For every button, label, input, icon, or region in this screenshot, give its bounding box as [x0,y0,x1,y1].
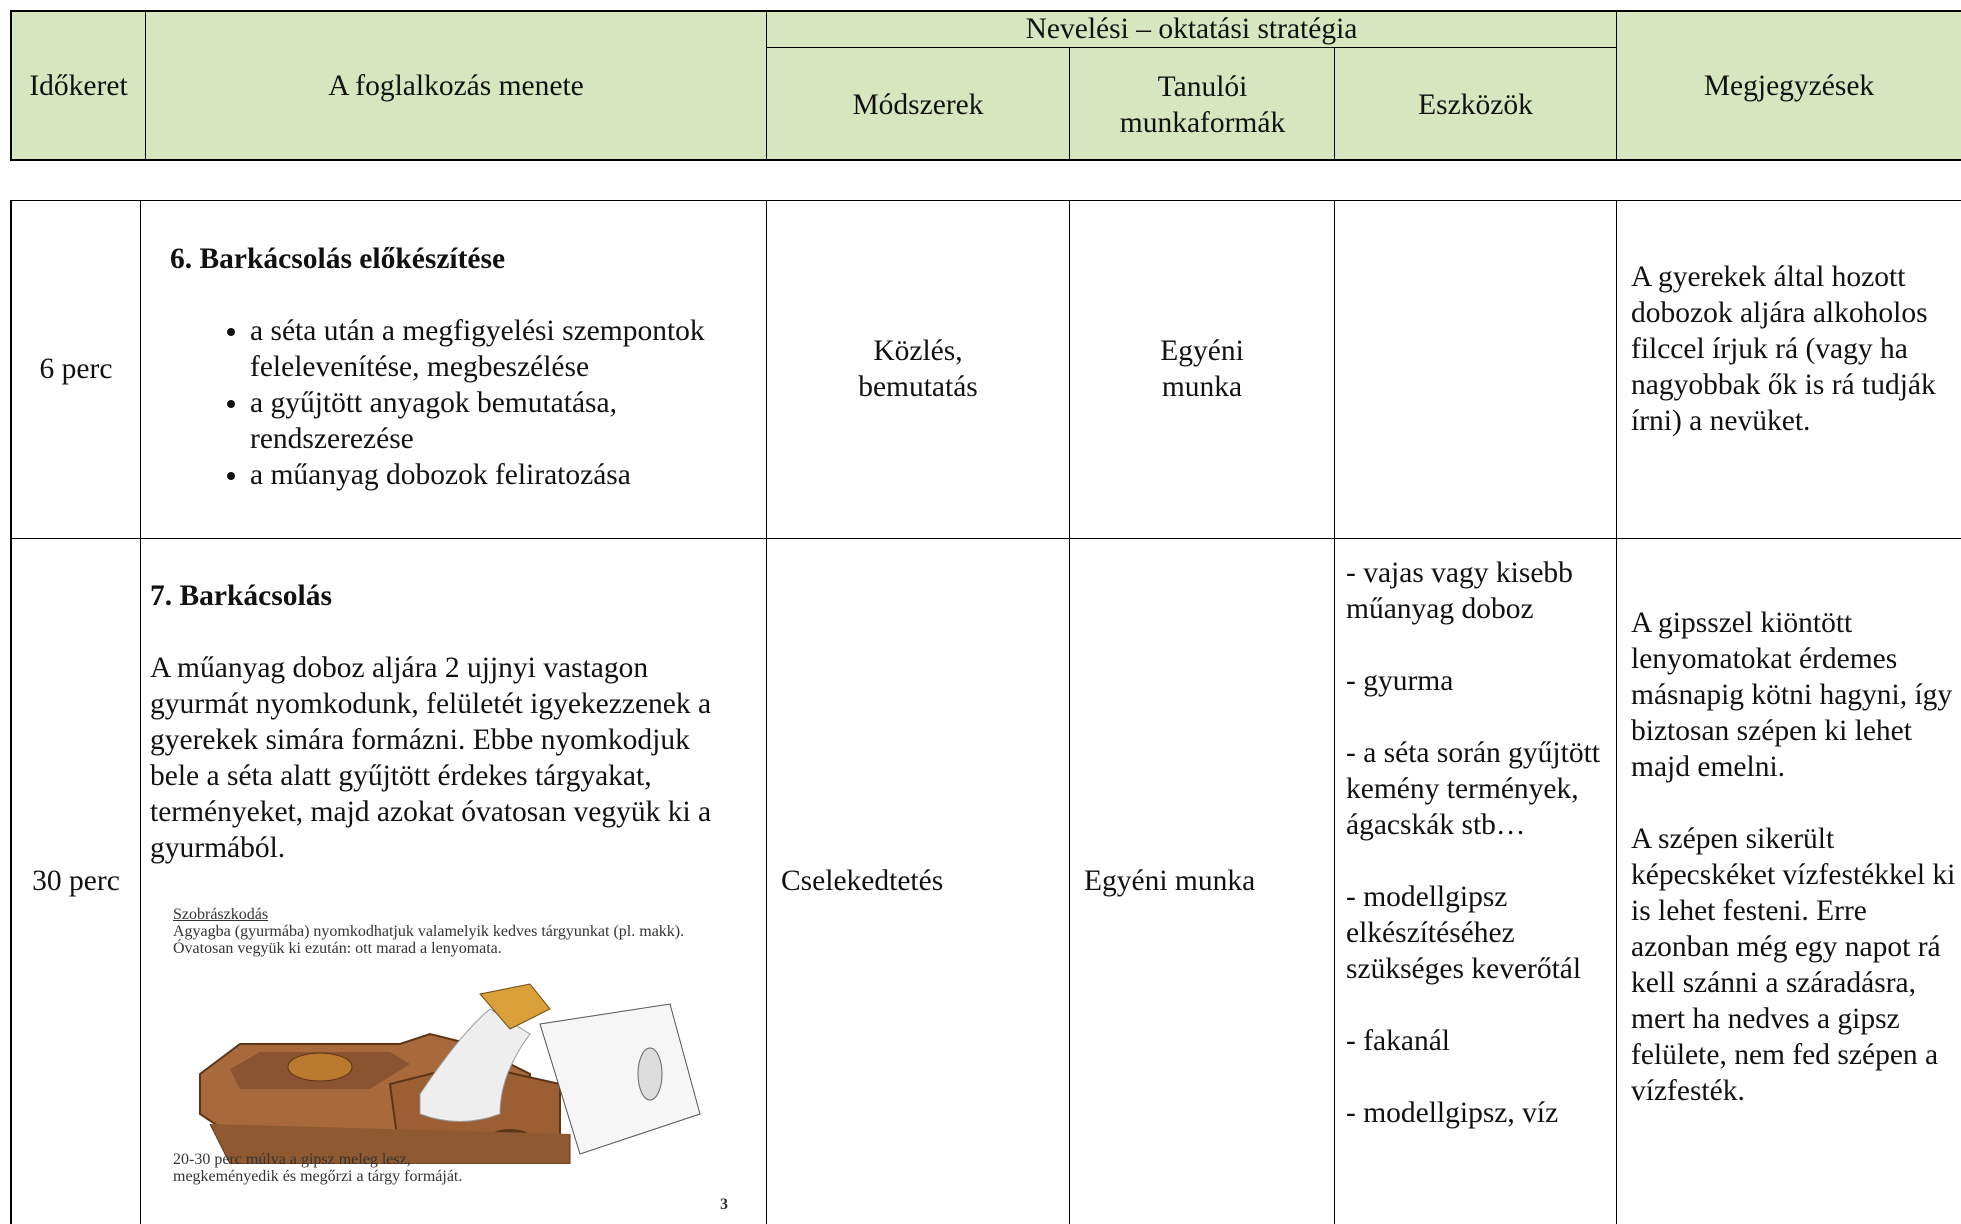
notes: A gyerekek által hozott dobozok aljára a… [1631,259,1951,475]
bullet-item: a műanyag dobozok feliratozása [250,457,750,493]
figure-caption: Agyagba (gyurmába) nyomkodhatjuk valamel… [173,923,685,957]
header-cell: Tanulói munkaformák [1119,70,1286,139]
work-form: Egyéni munka [1084,538,1255,1224]
step-title: 6. Barkácsolás előkészítése [170,243,506,275]
tools: - vajas vagy kisebb műanyag doboz - gyurm… [1346,555,1611,1167]
note-paragraph: A szépen sikerült képecskéket vízfestékk… [1631,823,1956,1107]
header-cell: Módszerek [852,88,984,121]
note-paragraph: A gipsszel kiöntött lenyomatokat érdemes… [1631,607,1953,783]
tool-item: - modellgipsz elkészítéséhez szükséges k… [1346,881,1582,985]
notes: A gipsszel kiöntött lenyomatokat érdemes… [1631,605,1956,1145]
work-form: Egyéni munka [1070,200,1334,538]
method-text: Közlés, bemutatás [858,335,978,403]
step-title: 7. Barkácsolás [150,580,332,612]
header-cell: Eszközök [1418,88,1533,121]
time: 30 perc [32,865,120,897]
paragraph: A műanyag doboz aljára 2 ujjnyi vastagon… [150,652,712,864]
figure: Szobrászkodás Agyagba (gyurmába) nyomkod… [170,894,738,1220]
figure-caption-title: Szobrászkodás [173,906,269,923]
header-cell: A foglalkozás menete [328,69,584,102]
figure-illustration [199,983,701,1164]
header-cell: Megjegyzések [1703,69,1875,102]
header-bg [10,10,1961,161]
method: Közlés, bemutatás [767,200,1069,538]
tool-item: - vajas vagy kisebb műanyag doboz [1346,557,1573,625]
bullet-item: a gyűjtött anyagok bemutatása, rendszere… [250,385,750,457]
note-paragraph: A gyerekek által hozott dobozok aljára a… [1631,261,1936,437]
header-cell: Időkeret [29,69,128,102]
time: 6 perc [39,353,113,385]
page-number: 3 [720,1196,728,1213]
process: 7. Barkácsolás A műanyag doboz aljára 2 … [150,578,750,866]
tool-item: - gyurma [1346,665,1454,697]
tool-item: - a séta során gyűjtött kemény termények… [1346,737,1600,841]
figure-note: 20-30 perc múlva a gipsz meleg lesz, meg… [173,1151,463,1185]
bullet-item: a séta után a megfigyelési szempontok fe… [250,313,750,385]
work-form-text: Egyéni munka [1160,335,1244,403]
method-text: Cselekedtetés [781,865,944,897]
bullet-list: a séta után a megfigyelési szempontok fe… [170,313,750,493]
tool-item: - fakanál [1346,1025,1450,1057]
header-cell: Nevelési – oktatási stratégia [1025,12,1358,45]
method: Cselekedtetés [781,538,943,1224]
tool-item: - modellgipsz, víz [1346,1097,1559,1129]
process: 6. Barkácsolás előkészítése a séta után … [170,241,750,493]
work-form-text: Egyéni munka [1084,865,1256,897]
